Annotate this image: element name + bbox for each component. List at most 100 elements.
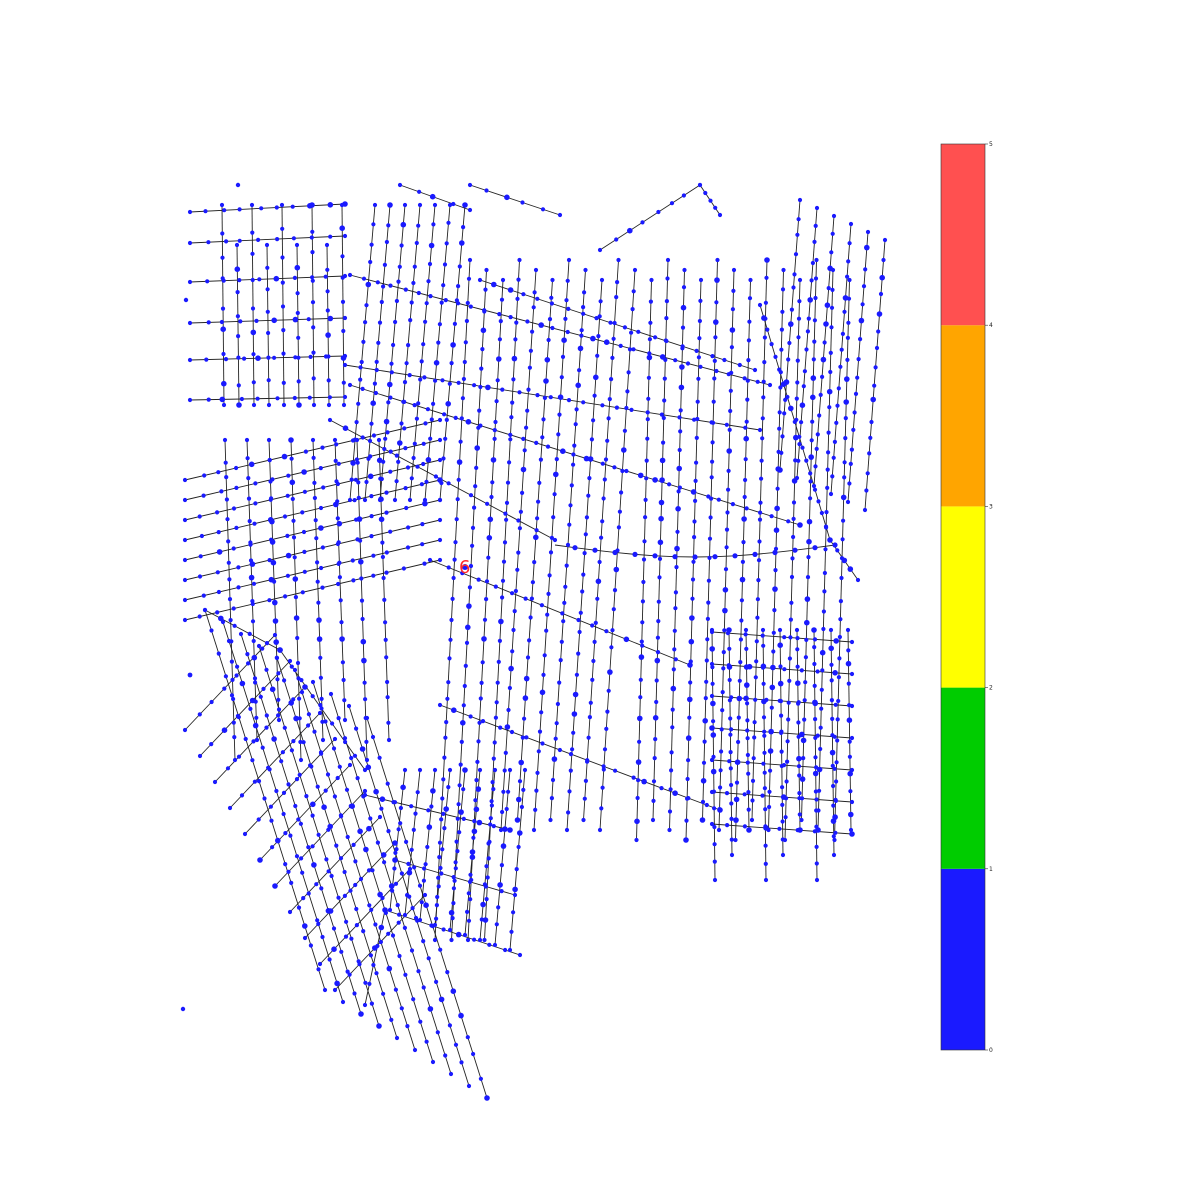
street-node	[228, 618, 233, 623]
street-node	[216, 549, 223, 555]
street-node	[800, 445, 805, 450]
street-node	[327, 957, 332, 962]
street-node	[836, 698, 841, 704]
street-node	[466, 603, 472, 609]
street-node	[657, 556, 663, 562]
street-node	[496, 659, 501, 665]
street-node	[482, 937, 487, 943]
street-node	[731, 288, 736, 293]
street-node	[488, 816, 493, 821]
street-node	[493, 584, 498, 589]
street-node	[342, 315, 348, 321]
street-node	[819, 687, 824, 692]
street-node	[380, 895, 385, 901]
street-node	[310, 250, 315, 255]
street-node	[856, 357, 861, 362]
street-node	[701, 760, 707, 765]
street-node	[744, 682, 750, 688]
street-node	[858, 337, 863, 342]
street-node	[847, 754, 853, 759]
street-node	[218, 615, 224, 622]
street-node	[332, 736, 338, 742]
street-node	[516, 550, 521, 555]
street-node	[324, 857, 329, 862]
street-node	[595, 596, 600, 601]
street-node	[271, 736, 277, 742]
street-node	[761, 761, 766, 766]
street-node	[724, 527, 730, 532]
street-node	[291, 518, 296, 523]
street-node	[802, 698, 807, 703]
street-node	[566, 257, 572, 263]
street-node	[304, 794, 309, 799]
street-node	[582, 551, 587, 556]
street-node	[542, 653, 547, 658]
street-node	[664, 299, 670, 304]
street-node	[318, 525, 324, 531]
street-node	[677, 485, 683, 490]
street-node	[620, 468, 625, 474]
street-node	[406, 861, 411, 867]
street-node	[706, 600, 711, 605]
street-node	[341, 328, 346, 334]
street-node	[646, 396, 651, 401]
street-node	[302, 489, 307, 494]
street-edge	[429, 559, 691, 666]
street-node	[834, 779, 839, 784]
street-node	[478, 423, 483, 428]
street-node	[806, 316, 811, 321]
street-node	[397, 264, 402, 269]
street-node	[292, 576, 299, 582]
street-node	[349, 477, 354, 482]
street-edge	[864, 239, 886, 511]
street-node	[253, 481, 258, 486]
street-node	[691, 559, 696, 564]
street-node	[690, 577, 696, 582]
street-node	[250, 329, 257, 336]
street-node	[205, 279, 210, 284]
street-node	[829, 749, 836, 756]
street-node	[816, 766, 823, 773]
street-node	[730, 502, 736, 507]
street-node	[550, 277, 555, 283]
street-node	[477, 937, 483, 943]
street-node	[342, 362, 348, 368]
street-node	[504, 724, 511, 730]
street-node	[245, 652, 250, 657]
street-node	[437, 855, 442, 860]
street-node	[418, 377, 423, 382]
street-node	[748, 277, 753, 283]
street-node	[275, 837, 281, 844]
street-node	[316, 600, 321, 605]
street-node	[560, 448, 566, 455]
street-node	[222, 437, 228, 443]
street-node	[753, 675, 758, 680]
street-node	[355, 460, 360, 465]
street-node	[281, 402, 287, 408]
street-node	[682, 267, 687, 273]
street-node	[197, 574, 203, 579]
street-node	[402, 767, 408, 773]
street-node	[342, 717, 348, 723]
street-node	[242, 356, 247, 361]
street-node	[686, 796, 691, 801]
street-node	[843, 399, 849, 405]
street-node	[869, 419, 874, 425]
street-node	[258, 694, 263, 699]
street-node	[315, 560, 320, 565]
street-node	[621, 447, 627, 453]
street-node	[800, 737, 807, 744]
street-node	[295, 310, 300, 316]
street-node	[423, 862, 428, 867]
street-node	[659, 477, 665, 483]
street-node	[698, 364, 703, 369]
street-node	[465, 300, 470, 306]
street-node	[783, 397, 788, 402]
street-node	[187, 320, 193, 326]
street-node	[533, 807, 538, 813]
street-node	[252, 779, 257, 784]
street-node	[356, 480, 361, 485]
street-edge	[189, 203, 346, 213]
street-node	[318, 675, 323, 680]
street-node	[700, 778, 707, 784]
